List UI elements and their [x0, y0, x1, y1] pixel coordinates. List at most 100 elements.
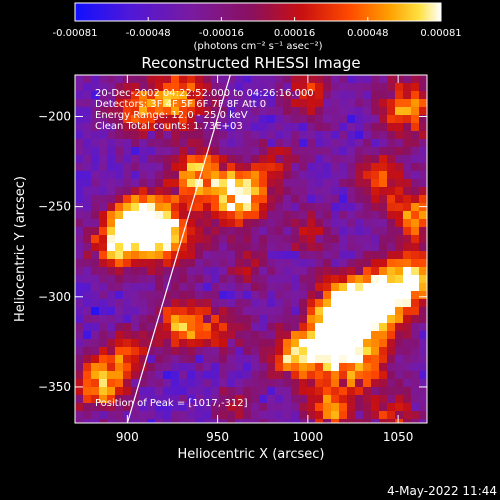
heatmap-cell: [299, 99, 308, 108]
heatmap-cell: [155, 411, 164, 420]
heatmap-cell: [387, 227, 396, 236]
heatmap-cell: [267, 403, 276, 412]
heatmap-cell: [299, 331, 308, 340]
heatmap-cell: [123, 139, 132, 148]
heatmap-cell: [155, 235, 164, 244]
heatmap-cell: [155, 323, 164, 332]
heatmap-cell: [371, 195, 380, 204]
heatmap-cell: [227, 363, 236, 372]
heatmap-cell: [187, 323, 196, 332]
heatmap-cell: [195, 147, 204, 156]
heatmap-cell: [275, 259, 284, 268]
heatmap-cell: [251, 171, 260, 180]
heatmap-cell: [83, 91, 92, 100]
heatmap-cell: [139, 291, 148, 300]
heatmap-cell: [139, 75, 148, 84]
heatmap-cell: [307, 195, 316, 204]
heatmap-cell: [411, 107, 420, 116]
heatmap-cell: [123, 91, 132, 100]
heatmap-cell: [91, 235, 100, 244]
heatmap-cell: [147, 219, 156, 228]
heatmap-cell: [115, 395, 124, 404]
heatmap-cell: [371, 123, 380, 132]
heatmap-cell: [179, 139, 188, 148]
heatmap-cell: [283, 195, 292, 204]
heatmap-cell: [179, 419, 188, 423]
heatmap-cell: [355, 267, 364, 276]
heatmap-cell: [211, 323, 220, 332]
heatmap-cell: [331, 123, 340, 132]
heatmap-cell: [259, 267, 268, 276]
heatmap-cell: [131, 171, 140, 180]
heatmap-cell: [307, 267, 316, 276]
heatmap-cell: [379, 139, 388, 148]
heatmap-cell: [203, 163, 212, 172]
heatmap-cell: [107, 99, 116, 108]
heatmap-cell: [147, 387, 156, 396]
heatmap-cell: [83, 107, 92, 116]
heatmap-cell: [83, 267, 92, 276]
heatmap-cell: [411, 339, 420, 348]
heatmap-cell: [115, 99, 124, 108]
heatmap-cell: [91, 131, 100, 140]
heatmap-cell: [323, 91, 332, 100]
heatmap-cell: [419, 211, 427, 220]
y-tick-label: −300: [38, 290, 71, 304]
heatmap-cell: [115, 299, 124, 308]
heatmap-cell: [163, 179, 172, 188]
heatmap-cell: [211, 227, 220, 236]
heatmap-cell: [371, 83, 380, 92]
heatmap-cell: [267, 203, 276, 212]
heatmap-cell: [275, 419, 284, 423]
heatmap-cell: [403, 107, 412, 116]
heatmap-cell: [331, 187, 340, 196]
heatmap-cell: [115, 179, 124, 188]
heatmap-cell: [227, 379, 236, 388]
heatmap-cell: [355, 403, 364, 412]
heatmap-cell: [107, 299, 116, 308]
heatmap-cell: [283, 139, 292, 148]
heatmap-cell: [139, 219, 148, 228]
heatmap-cell: [259, 115, 268, 124]
heatmap-cell: [251, 227, 260, 236]
heatmap-cell: [395, 219, 404, 228]
heatmap-cell: [331, 339, 340, 348]
heatmap-cell: [299, 147, 308, 156]
heatmap-cell: [163, 91, 172, 100]
heatmap-cell: [403, 331, 412, 340]
x-tick-label: 900: [116, 430, 139, 444]
heatmap-cell: [195, 339, 204, 348]
heatmap-cell: [411, 347, 420, 356]
heatmap-cell: [403, 115, 412, 124]
heatmap-cell: [347, 363, 356, 372]
heatmap-cell: [339, 291, 348, 300]
heatmap-cell: [339, 251, 348, 260]
heatmap-cell: [411, 379, 420, 388]
heatmap-cell: [179, 203, 188, 212]
heatmap-cell: [283, 339, 292, 348]
heatmap-cell: [315, 123, 324, 132]
heatmap-cell: [283, 347, 292, 356]
heatmap-cell: [371, 171, 380, 180]
heatmap-cell: [315, 299, 324, 308]
heatmap-cell: [107, 403, 116, 412]
heatmap-cell: [75, 131, 84, 140]
heatmap-cell: [395, 195, 404, 204]
heatmap-cell: [115, 307, 124, 316]
heatmap-cell: [107, 187, 116, 196]
heatmap-cell: [299, 347, 308, 356]
heatmap-cell: [307, 371, 316, 380]
heatmap-cell: [123, 163, 132, 172]
heatmap-cell: [379, 123, 388, 132]
heatmap-cell: [339, 363, 348, 372]
heatmap-cell: [123, 219, 132, 228]
heatmap-cell: [131, 363, 140, 372]
heatmap-cell: [315, 131, 324, 140]
heatmap-cell: [171, 323, 180, 332]
heatmap-cell: [315, 115, 324, 124]
heatmap-cell: [211, 187, 220, 196]
heatmap-cell: [275, 243, 284, 252]
heatmap-cell: [115, 83, 124, 92]
heatmap-cell: [275, 155, 284, 164]
heatmap-cell: [299, 195, 308, 204]
